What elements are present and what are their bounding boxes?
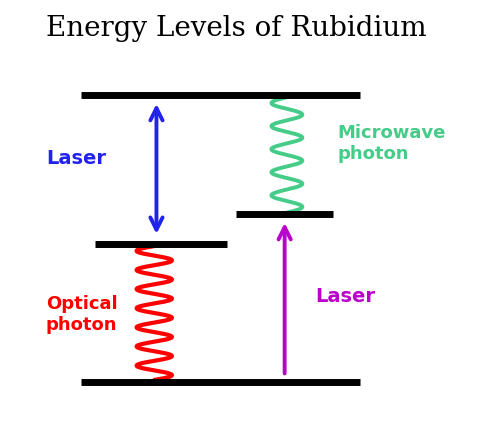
Text: Laser: Laser — [316, 287, 376, 306]
Title: Energy Levels of Rubidium: Energy Levels of Rubidium — [46, 15, 426, 42]
Text: Microwave
photon: Microwave photon — [338, 125, 446, 163]
Text: Laser: Laser — [46, 149, 106, 168]
Text: Optical
photon: Optical photon — [46, 296, 118, 334]
